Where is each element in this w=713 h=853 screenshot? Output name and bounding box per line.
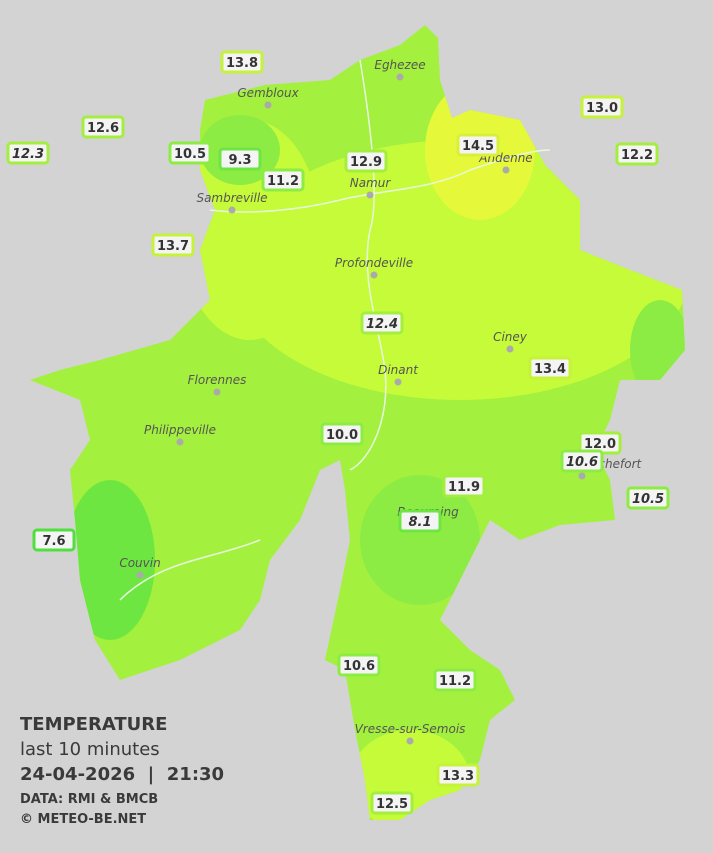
station-temp: 13.0: [586, 101, 618, 116]
station-temp: 13.8: [226, 56, 258, 71]
station-temp: 10.6: [566, 455, 598, 470]
station-temp: 12.4: [366, 317, 398, 332]
station-temp: 10.0: [326, 428, 358, 443]
city-label: Profondeville: [335, 256, 413, 270]
station-box: [344, 149, 388, 173]
city-label: Ciney: [493, 330, 528, 344]
station-temp: 12.6: [87, 121, 119, 136]
station-box: [580, 95, 624, 119]
datetime: 24-04-2026 | 21:30: [20, 764, 224, 785]
station-temp: 13.7: [157, 239, 189, 254]
city-dot: [502, 166, 510, 174]
station-temp: 12.0: [584, 437, 616, 452]
river: [349, 59, 387, 471]
station-temp: 14.5: [462, 139, 494, 154]
city-dot: [213, 388, 221, 396]
city-label: Namur: [350, 176, 392, 190]
river: [209, 149, 551, 213]
city-label: Dinant: [378, 363, 419, 377]
station-temp: 12.2: [621, 148, 653, 163]
station-box: [360, 311, 404, 335]
station-box: [442, 474, 486, 498]
city-dot: [176, 438, 184, 446]
city-label: Philippeville: [144, 423, 216, 437]
city-dot: [370, 271, 378, 279]
city-label: Florennes: [188, 373, 247, 387]
station-temp: 11.2: [439, 674, 471, 689]
station-box: [626, 486, 670, 510]
station-box: [32, 528, 76, 552]
station-temp: 8.1: [408, 515, 431, 530]
station-box: [168, 141, 212, 165]
station-box: [151, 233, 195, 257]
city-dot: [228, 206, 236, 214]
city-dot: [506, 345, 514, 353]
city-dot: [578, 472, 586, 480]
station-temp: 7.6: [42, 534, 65, 549]
station-box: [456, 133, 500, 157]
station-temp: 13.4: [534, 362, 566, 377]
city-dot: [396, 73, 404, 81]
station-box: [320, 422, 364, 446]
city-label: Vresse-sur-Semois: [355, 722, 466, 736]
station-box: [615, 142, 659, 166]
title: TEMPERATURE: [20, 714, 167, 735]
station-temp: 10.6: [343, 659, 375, 674]
station-box: [218, 147, 262, 171]
source: DATA: RMI & BMCB: [20, 792, 158, 807]
city-label: Eghezee: [374, 58, 425, 72]
station-temp: 12.9: [350, 155, 382, 170]
city-label: Couvin: [119, 556, 160, 570]
city-dot: [264, 101, 272, 109]
station-box: [398, 509, 442, 533]
station-box: [370, 791, 414, 815]
station-box: [6, 141, 50, 165]
credit: © METEO-BE.NET: [20, 812, 146, 827]
station-temp: 12.3: [12, 147, 44, 162]
station-box: [436, 763, 480, 787]
station-box: [528, 356, 572, 380]
station-box: [81, 115, 125, 139]
river: [119, 539, 261, 601]
station-box: [337, 653, 381, 677]
city-dot: [366, 191, 374, 199]
station-temp: 11.9: [448, 480, 480, 495]
station-temp: 12.5: [376, 797, 408, 812]
station-box: [261, 168, 305, 192]
city-label: Gembloux: [237, 86, 299, 100]
city-dot: [394, 378, 402, 386]
station-box: [220, 50, 264, 74]
station-temp: 9.3: [228, 153, 251, 168]
subtitle: last 10 minutes: [20, 739, 160, 760]
city-label: Sambreville: [196, 191, 267, 205]
city-dot: [136, 571, 144, 579]
station-temp: 13.3: [442, 769, 474, 784]
station-temp: 10.5: [174, 147, 206, 162]
station-temp: 10.5: [632, 492, 664, 507]
city-dot: [406, 737, 414, 745]
station-temp: 11.2: [267, 174, 299, 189]
station-box: [433, 668, 477, 692]
station-box: [560, 449, 604, 473]
